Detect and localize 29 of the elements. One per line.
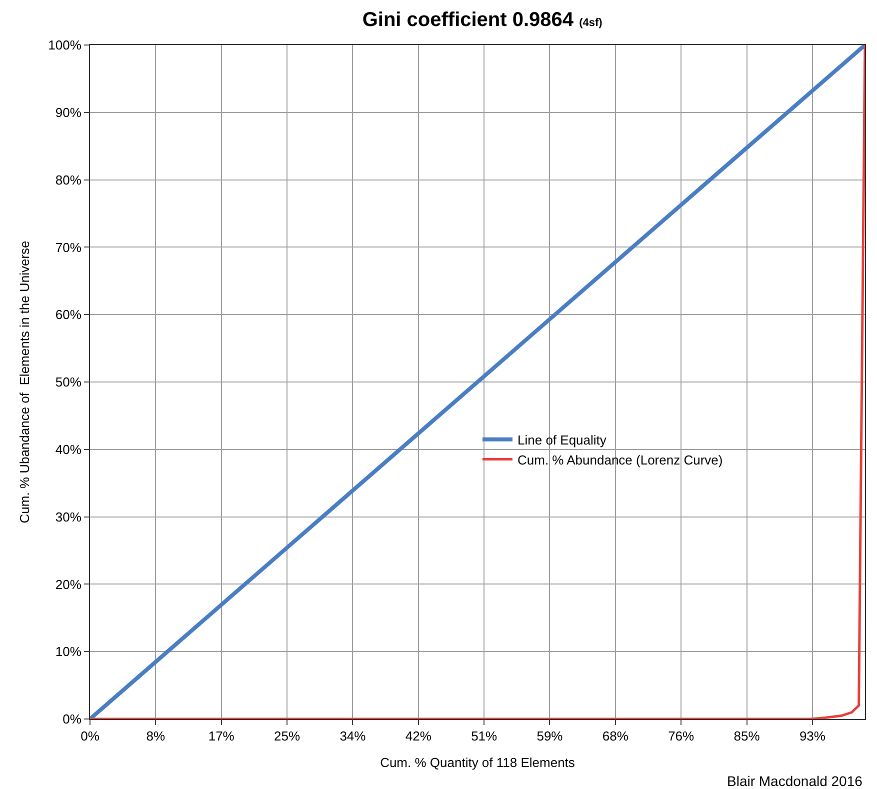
x-tick-label: 93% <box>799 728 826 744</box>
legend-label: Line of Equality <box>518 432 607 448</box>
x-tick-label: 0% <box>80 728 100 744</box>
x-tick-label: 76% <box>668 728 695 744</box>
x-tick-label: 17% <box>208 728 235 744</box>
y-tick-label: 40% <box>55 442 82 457</box>
y-axis-title: Cum. % Ubandance of Elements in the Universe <box>17 240 32 524</box>
x-tick-label: 25% <box>274 728 300 744</box>
text: Blair Macdonald 2016 <box>727 773 863 789</box>
y-tick-label: 0% <box>62 712 82 727</box>
y-tick-label: 80% <box>55 172 82 188</box>
x-tick-label: 34% <box>340 728 366 744</box>
y-tick-label: 90% <box>55 104 82 120</box>
x-tick-label: 8% <box>146 728 166 744</box>
x-tick-label: 59% <box>536 728 564 744</box>
x-axis-title: Cum. % Quantity of 118 Elements <box>380 755 576 770</box>
x-tick-label: 51% <box>471 728 498 744</box>
legend-label: Cum. % Abundance (Lorenz Curve) <box>518 452 723 468</box>
y-tick-label: 70% <box>55 240 82 255</box>
y-tick-label: 100% <box>48 38 82 53</box>
y-tick-label: 20% <box>55 576 82 592</box>
x-tick-label: 42% <box>405 728 432 744</box>
x-tick-label: 68% <box>602 728 629 744</box>
y-tick-label: 50% <box>55 374 82 390</box>
y-tick-label: 30% <box>55 509 82 524</box>
y-tick-label: 10% <box>55 644 82 660</box>
x-tick-label: 85% <box>734 728 760 744</box>
y-tick-label: 60% <box>55 307 82 322</box>
chart-title: Gini coefficient 0.9864 (4sf) <box>362 8 603 31</box>
